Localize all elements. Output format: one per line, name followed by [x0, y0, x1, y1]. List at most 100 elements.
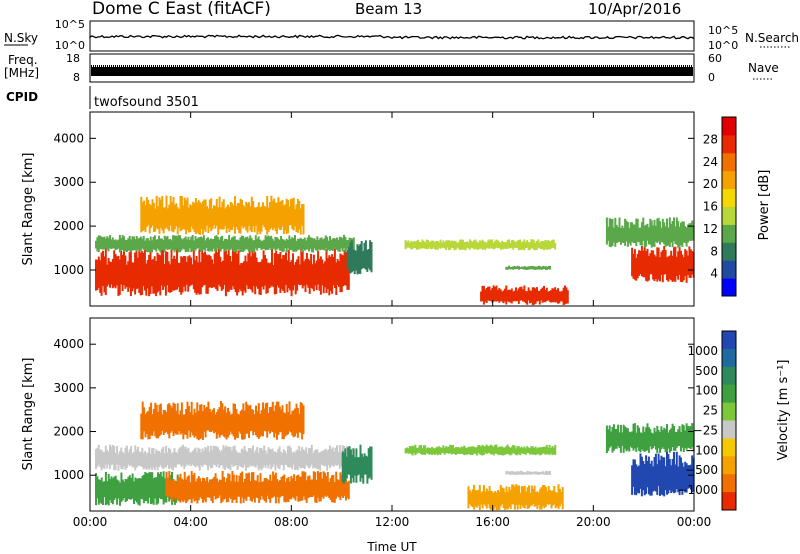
echo-cell — [640, 432, 643, 450]
echo-cell — [689, 223, 692, 241]
echo-cell — [454, 447, 457, 455]
echo-cell — [208, 239, 211, 252]
echo-cell — [192, 250, 195, 290]
echo-cell — [294, 480, 297, 501]
echo-cell — [496, 240, 499, 249]
echo-cell — [332, 474, 335, 503]
echo-cell — [213, 477, 216, 496]
echo-cell — [526, 240, 529, 248]
echo-cell — [99, 480, 102, 503]
nsky-tick-top: 10^5 — [55, 18, 85, 31]
echo-cell — [541, 447, 544, 454]
echo-cell — [225, 445, 228, 467]
echo-cell — [312, 453, 315, 469]
echo-cell — [274, 405, 277, 434]
echo-cell — [298, 476, 301, 502]
echo-cell — [207, 445, 210, 471]
echo-cell — [296, 238, 299, 251]
echo-cell — [229, 447, 232, 471]
echo-cell — [523, 285, 526, 302]
power-ylabel: Slant Range [km] — [21, 153, 36, 266]
echo-cell — [217, 248, 220, 285]
echo-cell — [252, 409, 255, 436]
echo-cell — [263, 445, 266, 466]
echo-cell — [234, 481, 237, 500]
echo-cell — [166, 236, 169, 250]
echo-cell — [515, 471, 518, 475]
echo-cell — [218, 449, 221, 469]
echo-cell — [631, 465, 634, 495]
echo-cell — [677, 466, 680, 493]
echo-cell — [245, 237, 247, 250]
echo-cell — [263, 408, 266, 431]
echo-cell — [285, 252, 287, 285]
echo-cell — [100, 252, 103, 296]
echo-cell — [487, 490, 490, 505]
echo-cell — [357, 245, 360, 274]
echo-cell — [512, 484, 515, 505]
echo-cell — [150, 259, 153, 287]
echo-cell — [624, 218, 627, 246]
echo-cell — [180, 196, 183, 231]
echo-cell — [103, 451, 106, 470]
echo-cell — [466, 241, 469, 248]
echo-cell — [241, 262, 244, 296]
echo-cell — [202, 451, 205, 465]
echo-cell — [659, 460, 661, 496]
echo-cell — [326, 257, 329, 290]
echo-cell — [670, 428, 673, 451]
echo-cell — [308, 235, 310, 252]
echo-cell — [173, 204, 176, 230]
echo-cell — [649, 429, 652, 447]
echo-cell — [525, 267, 528, 270]
echo-cell — [343, 234, 345, 249]
echo-cell — [286, 260, 289, 293]
echo-cell — [274, 451, 277, 471]
echo-cell — [194, 412, 197, 436]
echo-cell — [204, 199, 207, 232]
echo-cell — [519, 239, 522, 251]
echo-cell — [130, 446, 133, 466]
echo-cell — [496, 447, 499, 455]
echo-cell — [554, 243, 557, 250]
echo-cell — [684, 226, 687, 243]
echo-region — [631, 451, 695, 497]
echo-cell — [246, 473, 249, 497]
echo-cell — [685, 423, 688, 450]
echo-cell — [151, 448, 154, 470]
echo-cell — [242, 205, 245, 229]
echo-cell — [117, 453, 120, 471]
echo-cell — [519, 470, 522, 475]
echo-cell — [170, 249, 173, 292]
x-tick-label: 00:00 — [677, 515, 712, 529]
echo-cell — [305, 240, 308, 250]
echo-cell — [414, 241, 417, 249]
echo-cell — [321, 259, 324, 286]
echo-cell — [200, 404, 203, 439]
echo-cell — [649, 463, 652, 496]
echo-cell — [142, 474, 145, 504]
echo-cell — [494, 240, 497, 249]
y-tick-label: 2000 — [53, 425, 84, 439]
echo-cell — [533, 447, 536, 455]
echo-cell — [482, 446, 485, 455]
echo-cell — [199, 404, 202, 439]
echo-cell — [461, 239, 464, 250]
echo-cell — [632, 459, 635, 487]
echo-cell — [287, 239, 289, 249]
echo-cell — [155, 239, 158, 252]
echo-cell — [611, 427, 614, 453]
echo-cell — [254, 450, 257, 468]
echo-cell — [337, 239, 340, 252]
echo-cell — [547, 471, 550, 475]
echo-cell — [149, 250, 152, 294]
echo-cell — [638, 250, 641, 276]
echo-cell — [657, 453, 660, 487]
echo-cell — [417, 239, 420, 250]
echo-cell — [517, 288, 520, 304]
echo-cell — [541, 241, 544, 250]
echo-cell — [259, 413, 262, 437]
echo-cell — [232, 236, 235, 252]
echo-cell — [531, 239, 534, 249]
